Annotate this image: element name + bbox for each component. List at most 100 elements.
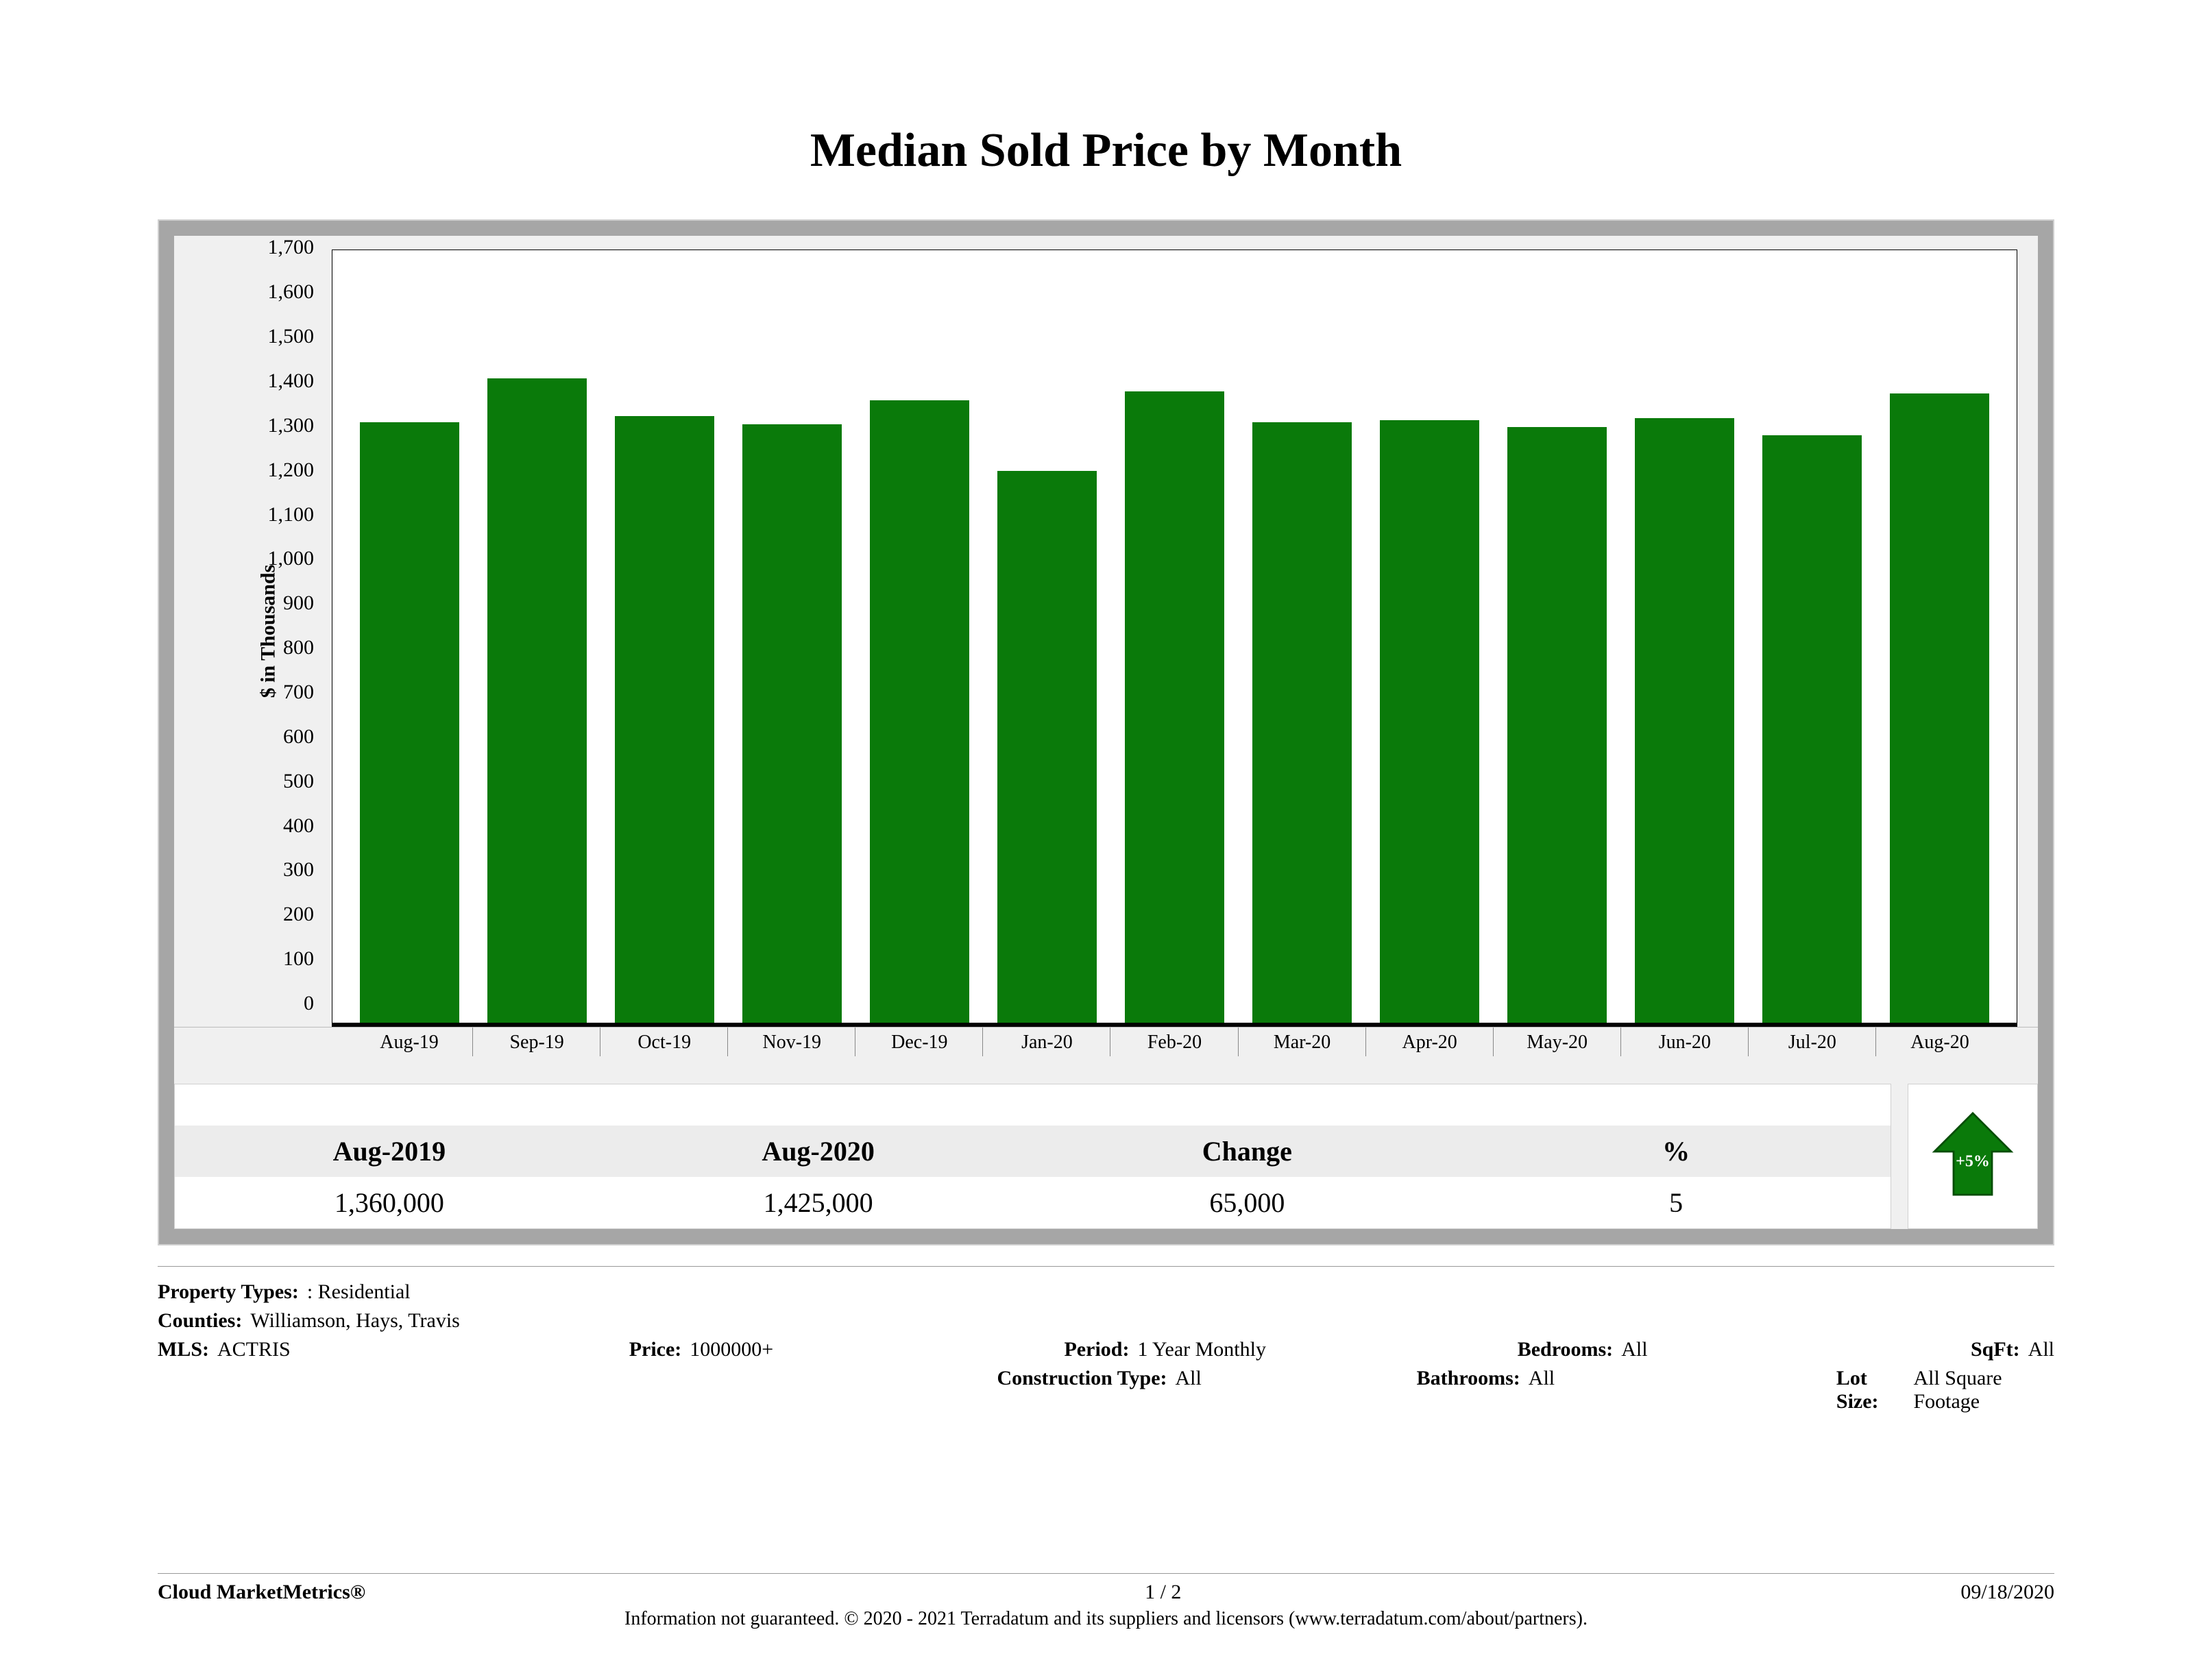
y-tick-label: 400 — [283, 814, 314, 838]
summary-value: 1,425,000 — [604, 1177, 1033, 1228]
bar — [870, 400, 969, 1023]
summary-header: Aug-2020 — [604, 1126, 1033, 1177]
meta-key: Period: — [1064, 1338, 1129, 1361]
x-tick-label: Aug-20 — [1876, 1032, 2004, 1054]
bar — [615, 416, 714, 1023]
meta-key: Price: — [629, 1338, 682, 1361]
bar — [1125, 391, 1224, 1023]
meta-val: All — [1621, 1338, 1647, 1361]
meta-lotsize: Lot Size: All Square Footage — [1836, 1367, 2054, 1413]
y-tick-label: 1,100 — [268, 503, 315, 526]
y-tick-label: 1,200 — [268, 459, 315, 482]
bar — [1380, 420, 1479, 1023]
meta-key: MLS: — [158, 1338, 209, 1361]
footer-disclaimer: Information not guaranteed. © 2020 - 202… — [158, 1608, 2054, 1630]
meta-period: Period: 1 Year Monthly — [1064, 1338, 1517, 1361]
plot-area — [332, 250, 2017, 1027]
summary-header: Change — [1033, 1126, 1462, 1177]
trend-arrow-box: +5% — [1908, 1084, 2038, 1229]
summary-blank-row — [175, 1084, 1891, 1126]
x-tick-label: Feb-20 — [1110, 1032, 1238, 1054]
filter-meta: Property Types: : Residential Counties: … — [158, 1266, 2054, 1416]
bar-slot — [346, 250, 474, 1023]
bar — [742, 424, 842, 1023]
meta-key: Bathrooms: — [1417, 1367, 1520, 1413]
meta-val: All — [2028, 1338, 2054, 1361]
meta-val: Williamson, Hays, Travis — [250, 1309, 459, 1333]
x-tick-label: Jul-20 — [1749, 1032, 1876, 1054]
bar-slot — [1748, 250, 1875, 1023]
x-tick-label: Dec-19 — [855, 1032, 983, 1054]
meta-price: Price: 1000000+ — [629, 1338, 1065, 1361]
footer-brand: Cloud MarketMetrics® — [158, 1581, 365, 1604]
summary-header: Aug-2019 — [175, 1126, 604, 1177]
summary-value: 1,360,000 — [175, 1177, 604, 1228]
meta-val: All — [1176, 1367, 1202, 1413]
summary-value: 5 — [1461, 1177, 1891, 1228]
footer-page: 1 / 2 — [1145, 1581, 1181, 1604]
meta-key: Property Types: — [158, 1280, 299, 1304]
bar-slot — [729, 250, 856, 1023]
footer-date: 09/18/2020 — [1960, 1581, 2054, 1604]
y-tick-label: 1,600 — [268, 280, 315, 304]
y-tick-label: 900 — [283, 592, 314, 615]
meta-val: ACTRIS — [217, 1338, 291, 1361]
bar-slot — [1620, 250, 1748, 1023]
bar — [1890, 393, 1989, 1023]
meta-val: 1 Year Monthly — [1137, 1338, 1266, 1361]
bars-container — [332, 250, 2017, 1023]
trend-arrow-label: +5% — [1956, 1153, 1990, 1171]
meta-val: 1000000+ — [690, 1338, 773, 1361]
meta-key: Bedrooms: — [1518, 1338, 1613, 1361]
meta-key: Lot Size: — [1836, 1367, 1906, 1413]
page-title: Median Sold Price by Month — [158, 123, 2054, 178]
x-tick-label: Sep-19 — [473, 1032, 600, 1054]
x-tick-label: Oct-19 — [600, 1032, 728, 1054]
chart-frame: $ in Thousands 0100200300400500600700800… — [158, 219, 2054, 1245]
y-tick-label: 500 — [283, 770, 314, 793]
footer-top: Cloud MarketMetrics® 1 / 2 09/18/2020 — [158, 1581, 2054, 1604]
meta-empty — [158, 1367, 594, 1413]
bar — [1762, 435, 1862, 1023]
meta-row: Property Types: : Residential — [158, 1278, 2054, 1306]
summary-value-row: 1,360,000 1,425,000 65,000 5 — [175, 1177, 1891, 1228]
x-tick-label: Jun-20 — [1621, 1032, 1749, 1054]
y-tick-label: 300 — [283, 858, 314, 881]
meta-empty — [594, 1367, 997, 1413]
bar-slot — [1493, 250, 1620, 1023]
y-tick-label: 1,700 — [268, 236, 315, 259]
meta-key: Counties: — [158, 1309, 242, 1333]
y-tick-label: 100 — [283, 947, 314, 971]
meta-mls: MLS: ACTRIS — [158, 1338, 629, 1361]
meta-property-types: Property Types: : Residential — [158, 1280, 2054, 1304]
y-tick-label: 600 — [283, 725, 314, 749]
meta-key: SqFt: — [1971, 1338, 2020, 1361]
y-tick-label: 800 — [283, 636, 314, 659]
meta-bathrooms: Bathrooms: All — [1417, 1367, 1836, 1413]
x-axis: Aug-19Sep-19Oct-19Nov-19Dec-19Jan-20Feb-… — [174, 1028, 2038, 1062]
y-tick-label: 1,000 — [268, 547, 315, 570]
meta-val: : Residential — [307, 1280, 411, 1304]
chart-panel: $ in Thousands 0100200300400500600700800… — [174, 236, 2038, 1229]
meta-row: MLS: ACTRIS Price: 1000000+ Period: 1 Ye… — [158, 1335, 2054, 1364]
summary-value: 65,000 — [1033, 1177, 1462, 1228]
x-axis-labels: Aug-19Sep-19Oct-19Nov-19Dec-19Jan-20Feb-… — [332, 1028, 2017, 1062]
meta-val: All — [1529, 1367, 1555, 1413]
x-tick-label: Nov-19 — [728, 1032, 855, 1054]
bar — [487, 378, 587, 1023]
meta-bedrooms: Bedrooms: All — [1518, 1338, 1971, 1361]
bar — [997, 471, 1097, 1023]
bar-slot — [1238, 250, 1365, 1023]
y-tick-label: 0 — [304, 992, 314, 1015]
bar — [1507, 427, 1607, 1023]
bar-slot — [856, 250, 984, 1023]
meta-key: Construction Type: — [997, 1367, 1167, 1413]
x-tick-label: Mar-20 — [1239, 1032, 1366, 1054]
bar-slot — [984, 250, 1111, 1023]
bar — [360, 422, 459, 1023]
summary-header-row: Aug-2019 Aug-2020 Change % — [175, 1126, 1891, 1177]
y-tick-label: 1,500 — [268, 325, 315, 348]
summary-table: Aug-2019 Aug-2020 Change % 1,360,000 1,4… — [174, 1084, 1891, 1229]
meta-sqft: SqFt: All — [1971, 1338, 2054, 1361]
meta-row: Counties: Williamson, Hays, Travis — [158, 1306, 2054, 1335]
